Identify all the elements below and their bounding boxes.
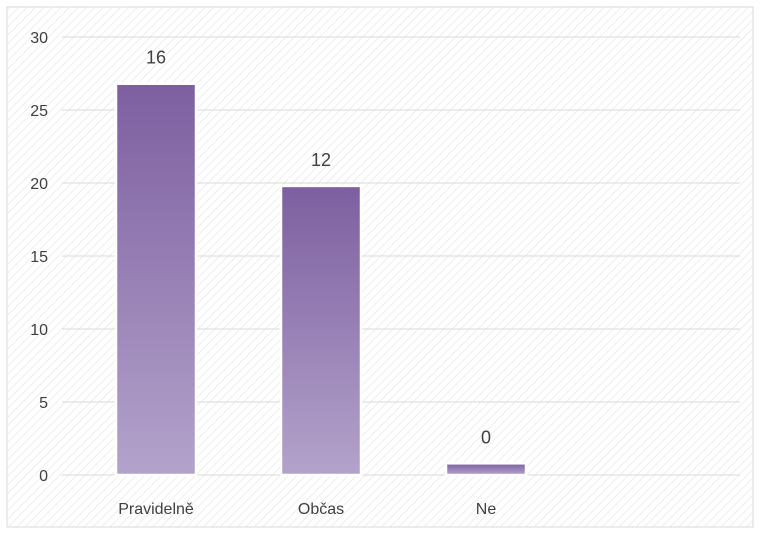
data-label: 16 [146,48,166,68]
x-axis-ticks: Pravidelně Občas Ne [118,501,496,518]
bars [114,82,528,477]
data-label: 12 [311,150,331,170]
y-tick-label: 25 [30,103,48,120]
y-tick-label: 10 [30,322,48,339]
x-tick-label: Občas [298,501,344,518]
x-tick-label: Pravidelně [118,501,194,518]
bar-2 [444,462,528,477]
y-axis-ticks: 0 5 10 15 20 25 30 [30,30,48,485]
y-tick-label: 0 [39,468,48,485]
y-tick-label: 5 [39,395,48,412]
y-tick-label: 20 [30,176,48,193]
bar-1 [279,184,363,477]
data-label: 0 [481,427,491,447]
y-tick-label: 30 [30,30,48,47]
data-labels: 16 12 0 [146,48,491,448]
bar-0 [114,82,198,477]
x-tick-label: Ne [476,501,497,518]
y-tick-label: 15 [30,249,48,266]
